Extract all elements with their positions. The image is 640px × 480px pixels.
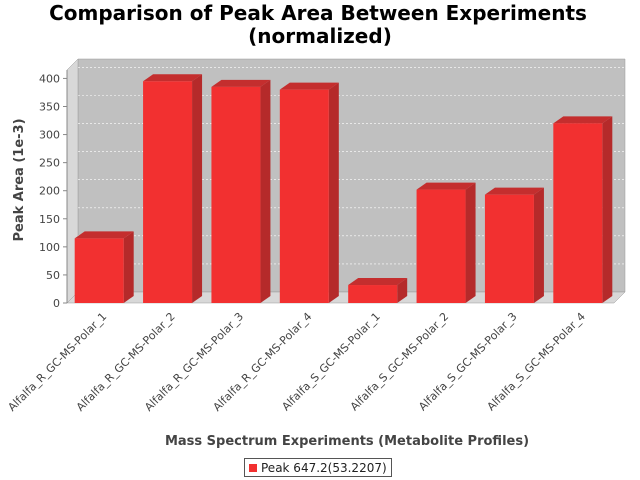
bar-side [533, 187, 544, 303]
bar [416, 182, 476, 303]
x-axis-label: Mass Spectrum Experiments (Metabolite Pr… [165, 434, 529, 449]
legend-label: Peak 647.2(53.2207) [261, 460, 387, 475]
bar-top [416, 182, 476, 190]
bar-top [143, 74, 203, 82]
bar-front [211, 86, 261, 303]
bar-side [123, 231, 134, 303]
bar-side [397, 278, 408, 303]
y-tick-label: 350 [39, 100, 60, 113]
chart-title: Comparison of Peak Area Between Experime… [49, 1, 587, 25]
bar-top [553, 116, 613, 124]
bar-front [74, 238, 124, 303]
y-tick-label: 250 [39, 157, 60, 170]
bar-front [553, 123, 603, 304]
bar-side [328, 82, 339, 303]
bars [74, 74, 613, 304]
bar-top [348, 278, 408, 286]
bar [553, 116, 613, 304]
bar-front [416, 189, 466, 303]
bar [74, 231, 134, 303]
y-tick-label: 150 [39, 213, 60, 226]
bar-front [484, 194, 534, 303]
bar [348, 278, 408, 303]
bar-front [279, 89, 329, 303]
bar [484, 187, 544, 303]
y-tick-label: 0 [53, 297, 60, 310]
bar-top [211, 79, 271, 87]
bar-side [465, 182, 476, 303]
y-tick-label: 400 [39, 72, 60, 85]
y-tick-label: 300 [39, 129, 60, 142]
bar-side [602, 116, 613, 304]
chart-subtitle: (normalized) [248, 24, 392, 48]
legend-swatch [249, 463, 257, 472]
bar [143, 74, 203, 303]
y-axis-label: Peak Area (1e-3) [12, 118, 27, 241]
y-tick-label: 200 [39, 185, 60, 198]
y-tick-label: 100 [39, 241, 60, 254]
bar-top [484, 187, 544, 195]
bar-side [260, 79, 271, 303]
bar-top [279, 82, 339, 90]
bar [211, 79, 271, 303]
legend: Peak 647.2(53.2207) [244, 458, 392, 477]
bar-front [143, 81, 193, 303]
bar-top [74, 231, 134, 239]
bar-side [192, 74, 203, 303]
y-tick-label: 50 [46, 269, 60, 282]
bar-front [348, 285, 398, 303]
bar [279, 82, 339, 303]
